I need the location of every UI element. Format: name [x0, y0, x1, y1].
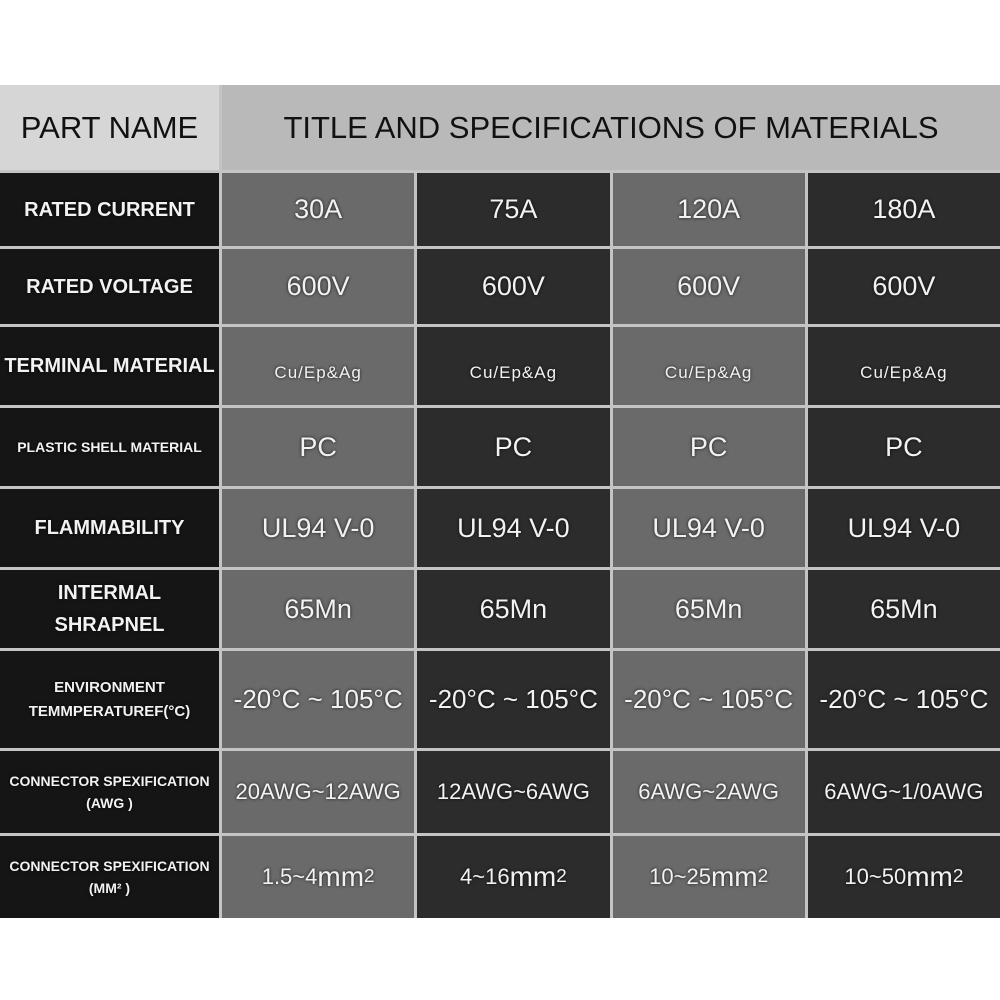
row-label: RATED VOLTAGE	[0, 249, 219, 324]
table-cell: 1.5~4 mm 2	[222, 836, 415, 918]
table-cell: PC	[807, 408, 1000, 486]
table-cell: 10~50 mm 2	[807, 836, 1000, 918]
table-cell: 75A	[417, 173, 610, 246]
table-cell: PC	[417, 408, 610, 486]
table-cell: 65Mn	[417, 570, 610, 648]
cell-unit-sup: 2	[556, 866, 567, 887]
table-cell: Cu/Ep&Ag	[612, 327, 805, 405]
cell-unit: mm	[906, 861, 953, 892]
row-label: PLASTIC SHELL MATERIAL	[0, 408, 219, 486]
row-label: INTERMAL SHRAPNEL	[0, 570, 219, 648]
table-cell: 12AWG~6AWG	[417, 751, 610, 833]
cell-unit-sup: 2	[952, 866, 964, 887]
table-cell: 30A	[222, 173, 415, 246]
table-cell: 65Mn	[807, 570, 1000, 648]
cell-unit: mm	[509, 861, 557, 892]
table-cell: 600V	[807, 249, 1000, 324]
row-label-line2: (AWG )	[86, 795, 133, 811]
header-title: TITLE AND SPECIFICATIONS OF MATERIALS	[222, 85, 1000, 170]
table-cell: UL94 V-0	[807, 489, 1000, 567]
cell-value: 10~25	[649, 864, 711, 889]
table-cell: 600V	[612, 249, 805, 324]
row-label: FLAMMABILITY	[0, 489, 219, 567]
cell-unit: mm	[317, 861, 365, 892]
row-label-line1: ENVIRONMENT	[54, 678, 165, 696]
table-cell: 600V	[417, 249, 610, 324]
table-cell: UL94 V-0	[612, 489, 805, 567]
table-cell: 20AWG~12AWG	[222, 751, 415, 833]
table-cell: 65Mn	[222, 570, 415, 648]
table-cell: 6AWG~2AWG	[612, 751, 805, 833]
row-label: ENVIRONMENT TEMMPERATUREF(°C)	[0, 651, 219, 748]
row-label-line1: CONNECTOR SPEXIFICATION	[9, 857, 210, 874]
spec-table: PART NAME TITLE AND SPECIFICATIONS OF MA…	[0, 85, 1000, 918]
table-cell: UL94 V-0	[222, 489, 415, 567]
table-cell: Cu/Ep&Ag	[807, 327, 1000, 405]
table-cell: Cu/Ep&Ag	[417, 327, 610, 405]
table-cell: 65Mn	[612, 570, 805, 648]
cell-value: 4~16	[460, 864, 510, 889]
table-cell: -20°C ~ 105°C	[612, 651, 805, 748]
row-label: RATED CURRENT	[0, 173, 219, 246]
table-cell: 10~25 mm 2	[612, 836, 805, 918]
row-label: CONNECTOR SPEXIFICATION (MM² )	[0, 836, 219, 918]
row-label-line2: TEMMPERATUREF(°C)	[28, 702, 191, 720]
row-label: TERMINAL MATERIAL	[0, 327, 219, 405]
table-cell: 120A	[612, 173, 805, 246]
table-cell: -20°C ~ 105°C	[222, 651, 415, 748]
table-cell: Cu/Ep&Ag	[222, 327, 415, 405]
table-cell: -20°C ~ 105°C	[417, 651, 610, 748]
cell-unit: mm	[710, 861, 758, 892]
row-label: CONNECTOR SPEXIFICATION (AWG )	[0, 751, 219, 833]
table-cell: -20°C ~ 105°C	[807, 651, 1000, 748]
header-part-name: PART NAME	[0, 85, 219, 170]
table-cell: UL94 V-0	[417, 489, 610, 567]
table-cell: 600V	[222, 249, 415, 324]
cell-value: 1.5~4	[261, 864, 318, 889]
cell-unit-sup: 2	[364, 866, 375, 887]
table-cell: PC	[222, 408, 415, 486]
cell-unit-sup: 2	[757, 866, 769, 887]
cell-value: 10~50	[844, 864, 907, 889]
row-label-line1: CONNECTOR SPEXIFICATION	[9, 772, 210, 789]
table-cell: 180A	[807, 173, 1000, 246]
table-cell: 4~16 mm 2	[417, 836, 610, 918]
table-cell: 6AWG~1/0AWG	[807, 751, 1000, 833]
table-cell: PC	[612, 408, 805, 486]
row-label-line2: (MM² )	[88, 880, 131, 896]
